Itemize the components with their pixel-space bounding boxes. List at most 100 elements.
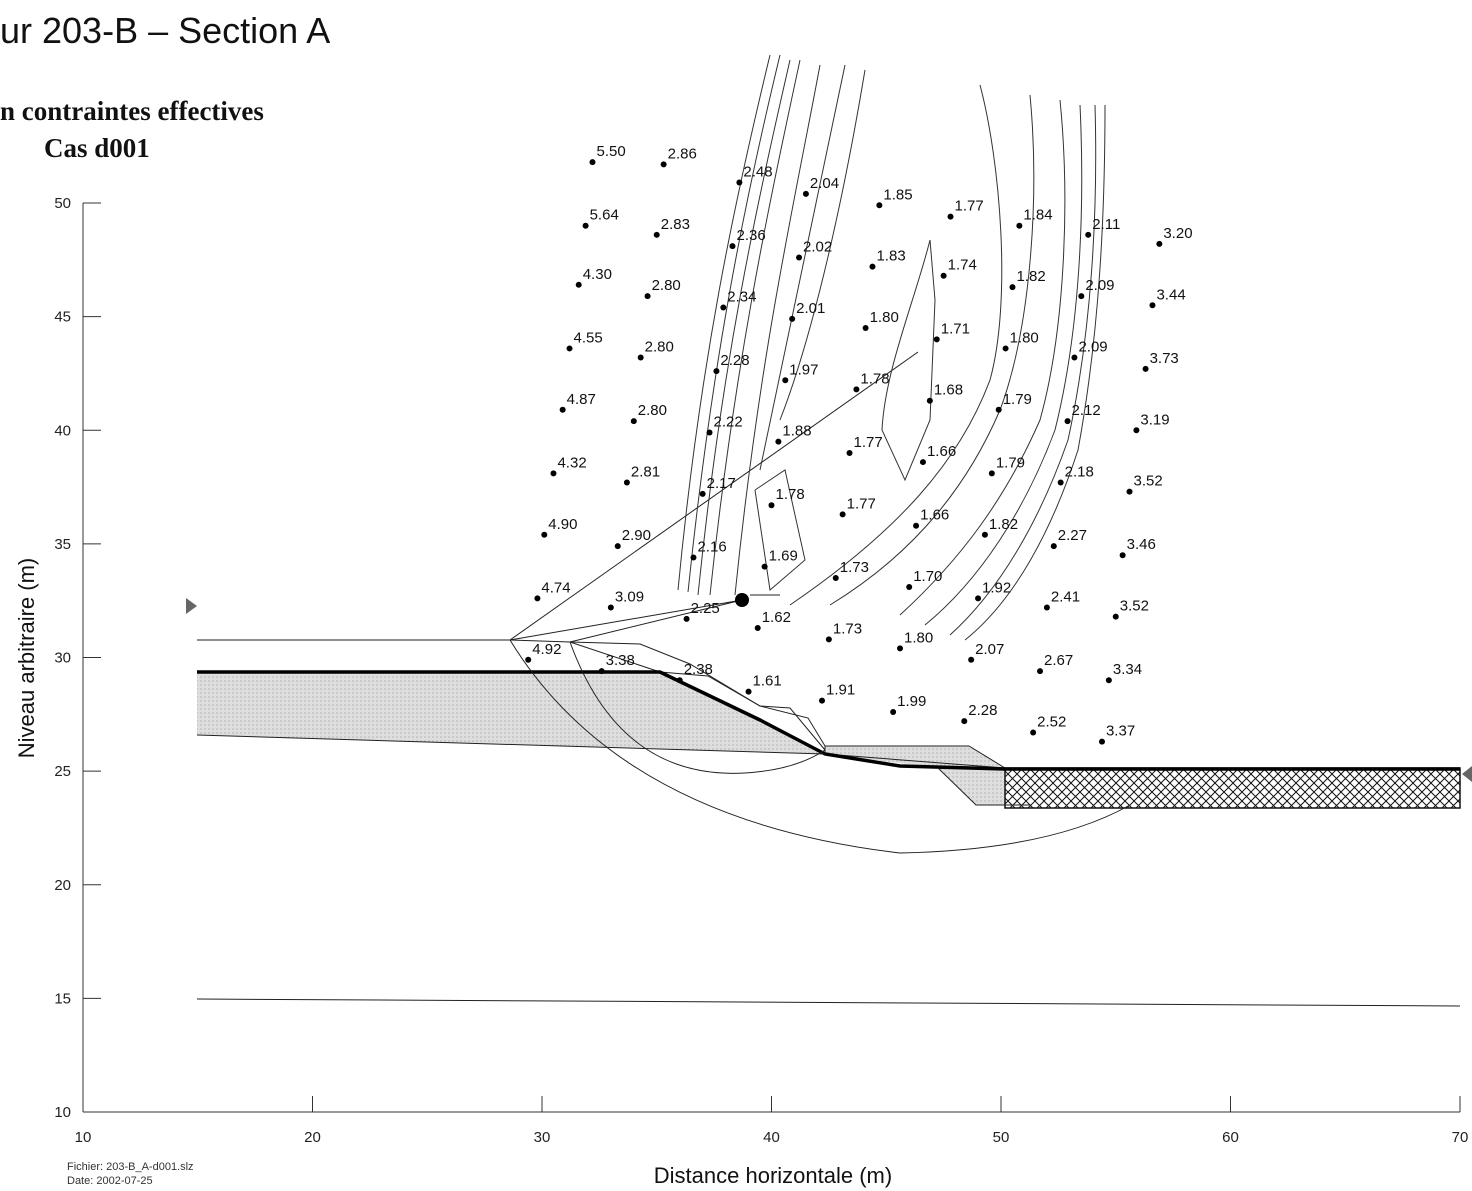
contour-line	[924, 104, 1083, 626]
x-tick-label: 60	[1222, 1129, 1239, 1146]
safety-factor-label: 2.25	[691, 600, 720, 617]
safety-factor-label: 2.09	[1085, 277, 1114, 294]
grid-center-point	[607, 604, 614, 611]
safety-factor-label: 1.61	[753, 673, 782, 690]
safety-factor-label: 1.91	[826, 682, 855, 699]
grid-center-point	[1085, 231, 1092, 238]
grid-center-point	[559, 406, 566, 413]
grid-center-point	[699, 490, 706, 497]
safety-factor-label: 3.52	[1120, 598, 1149, 615]
safety-factor-label: 1.69	[769, 548, 798, 565]
grid-center-point	[1142, 365, 1149, 372]
factor-of-safety-contours	[677, 54, 1106, 641]
chart-title: ur 203-B – Section A	[0, 10, 331, 51]
grid-center-point	[919, 459, 926, 466]
contour-line	[754, 469, 806, 591]
file-date: Date: 2002-07-25	[67, 1175, 153, 1187]
axis-ticks: 10 15 20 25 30 35 40 45 50 10 20 30 40 50 60 70	[54, 195, 1468, 1146]
safety-factor-label: 2.22	[714, 414, 743, 431]
safety-factor-label: 2.01	[796, 300, 825, 317]
grid-center-point	[981, 531, 988, 538]
grid-center-point	[1071, 354, 1078, 361]
grid-center-point	[1002, 345, 1009, 352]
file-info: Fichier: 203-B_A-d001.slz Date: 2002-07-…	[67, 1160, 194, 1188]
grid-center-point	[846, 449, 853, 456]
grid-center-point	[1030, 729, 1037, 736]
layer-interface	[196, 734, 826, 755]
grid-center-point	[660, 161, 667, 168]
hatched-layer	[1004, 767, 1461, 809]
safety-factor-label: 1.80	[870, 309, 899, 326]
left-boundary-marker	[186, 598, 197, 614]
safety-factor-label: 1.68	[934, 382, 963, 399]
x-tick-label: 20	[304, 1129, 321, 1146]
grid-center-point	[1016, 222, 1023, 229]
grid-center-point	[582, 222, 589, 229]
critical-center-marker	[735, 593, 749, 607]
grid-center-point	[1057, 479, 1064, 486]
safety-factor-label: 3.09	[615, 589, 644, 606]
grid-center-point	[839, 511, 846, 518]
safety-factor-label: 2.80	[645, 339, 674, 356]
grid-center-point	[1009, 284, 1016, 291]
grid-center-point	[796, 254, 803, 261]
grid-center-point	[818, 697, 825, 704]
ground-surface-top	[197, 639, 826, 751]
grid-center-point	[1050, 543, 1057, 550]
grid-center-point	[534, 595, 541, 602]
y-tick-label: 25	[54, 763, 71, 780]
grid-center-point	[961, 718, 968, 725]
grid-center-point	[1078, 293, 1085, 300]
grid-center-point	[713, 368, 720, 375]
chart-subtitle-method: n contraintes effectives	[0, 96, 264, 126]
safety-factor-label: 4.30	[583, 266, 612, 283]
grid-center-point	[644, 293, 651, 300]
contour-line	[677, 54, 771, 591]
grid-center-point	[1112, 613, 1119, 620]
safety-factor-label: 1.77	[847, 495, 876, 512]
safety-factor-label: 5.64	[590, 207, 619, 224]
safety-factor-label: 1.79	[1003, 391, 1032, 408]
safety-factor-label: 1.74	[948, 257, 977, 274]
slip-center-rays	[509, 351, 919, 643]
grid-center-point	[623, 479, 630, 486]
safety-factor-label: 2.67	[1044, 652, 1073, 669]
safety-factor-label: 4.74	[541, 579, 570, 596]
grid-center-point	[706, 429, 713, 436]
grid-center-point	[906, 584, 913, 591]
grid-center-point	[1119, 552, 1126, 559]
contour-line	[881, 239, 936, 482]
safety-factor-label: 2.41	[1051, 589, 1080, 606]
chart-subtitle-case: Cas d001	[44, 133, 150, 163]
grid-center-point	[968, 656, 975, 663]
safety-factor-label: 1.88	[782, 423, 811, 440]
safety-factor-label: 1.99	[897, 693, 926, 710]
safety-factor-label: 3.38	[606, 652, 635, 669]
safety-factor-label: 3.20	[1163, 225, 1192, 242]
grid-center-point	[940, 272, 947, 279]
x-tick-label: 40	[763, 1129, 780, 1146]
safety-factor-label: 2.09	[1078, 339, 1107, 356]
axes	[82, 203, 1460, 1113]
safety-factor-label: 3.44	[1156, 286, 1185, 303]
grid-center-point	[630, 418, 637, 425]
x-tick-label: 50	[993, 1129, 1010, 1146]
grid-center-point	[550, 470, 557, 477]
safety-factor-label: 4.32	[557, 454, 586, 471]
safety-factor-label: 2.04	[810, 175, 839, 192]
grid-center-point	[789, 315, 796, 322]
grid-center-point	[525, 656, 532, 663]
grid-center-point	[853, 386, 860, 393]
grid-center-point	[589, 159, 596, 166]
grid-center-point	[832, 574, 839, 581]
grid-center-point	[1064, 418, 1071, 425]
safety-factor-label: 2.28	[720, 352, 749, 369]
grid-center-point	[913, 522, 920, 529]
grid-center-point	[995, 406, 1002, 413]
grid-center-point	[933, 336, 940, 343]
y-tick-label: 35	[54, 536, 71, 553]
safety-factor-label: 2.86	[668, 145, 697, 162]
safety-factor-label: 1.85	[883, 186, 912, 203]
grid-center-point	[775, 438, 782, 445]
